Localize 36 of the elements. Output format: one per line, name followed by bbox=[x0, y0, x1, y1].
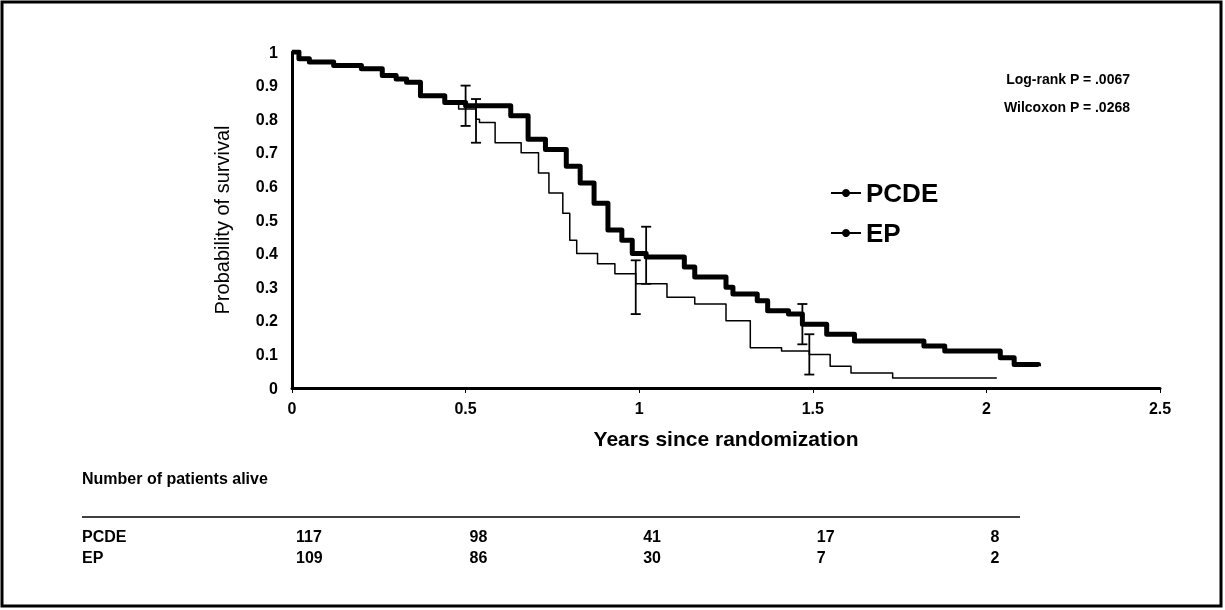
x-tick-label: 2 bbox=[981, 399, 991, 417]
x-tick-label: 1.5 bbox=[801, 399, 825, 417]
y-tick-label: 0.3 bbox=[255, 278, 279, 296]
y-tick-label: 0.8 bbox=[255, 110, 279, 128]
text: EP bbox=[82, 548, 104, 566]
y-tick-label: 0.2 bbox=[255, 312, 279, 330]
annotation: Log-rank P = .0067 bbox=[1006, 71, 1131, 87]
text: 117 bbox=[296, 527, 322, 545]
y-axis-title: Probability of survival bbox=[211, 125, 233, 315]
y-tick-label: 0 bbox=[269, 379, 279, 397]
text: 98 bbox=[469, 527, 488, 545]
y-tick-label: 1 bbox=[269, 43, 279, 61]
text: 17 bbox=[816, 527, 835, 545]
y-tick-label: 0.4 bbox=[255, 245, 279, 263]
y-tick-label: 0.6 bbox=[255, 177, 279, 195]
x-tick-label: 0.5 bbox=[454, 399, 477, 417]
y-tick-label: 0.1 bbox=[255, 345, 279, 363]
annotation: Wilcoxon P = .0268 bbox=[1003, 99, 1131, 115]
text: Number of patients alive bbox=[82, 469, 268, 487]
text: 41 bbox=[643, 527, 662, 545]
text: 30 bbox=[643, 548, 662, 566]
x-tick-label: 0 bbox=[287, 399, 297, 417]
y-tick-label: 0.7 bbox=[255, 144, 279, 162]
x-tick-label: 2.5 bbox=[1148, 399, 1172, 417]
text: PCDE bbox=[82, 527, 127, 545]
legend-label: EP bbox=[866, 218, 901, 248]
text: 86 bbox=[469, 548, 488, 566]
y-tick-label: 0.9 bbox=[255, 77, 279, 95]
x-tick-label: 1 bbox=[634, 399, 644, 417]
y-tick-label: 0.5 bbox=[255, 211, 279, 229]
text: 7 bbox=[816, 548, 826, 566]
legend-label: PCDE bbox=[866, 178, 939, 208]
text: 2 bbox=[990, 548, 1000, 566]
text: 8 bbox=[990, 527, 1000, 545]
text: 109 bbox=[296, 548, 323, 566]
x-axis-title: Years since randomization bbox=[593, 427, 859, 450]
